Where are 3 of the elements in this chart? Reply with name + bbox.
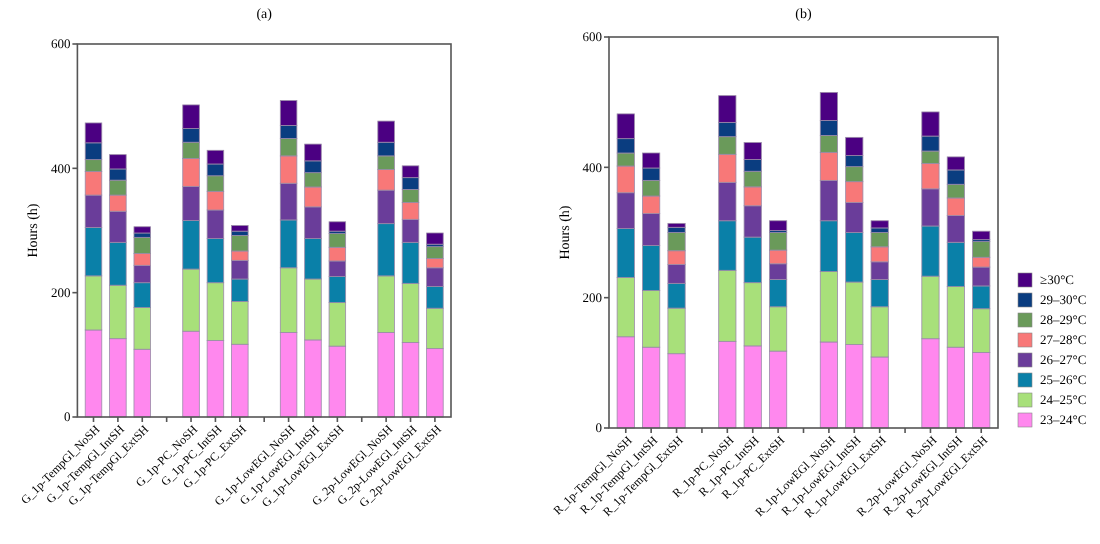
bar <box>870 220 889 229</box>
bar <box>133 226 151 234</box>
bar <box>231 225 249 232</box>
